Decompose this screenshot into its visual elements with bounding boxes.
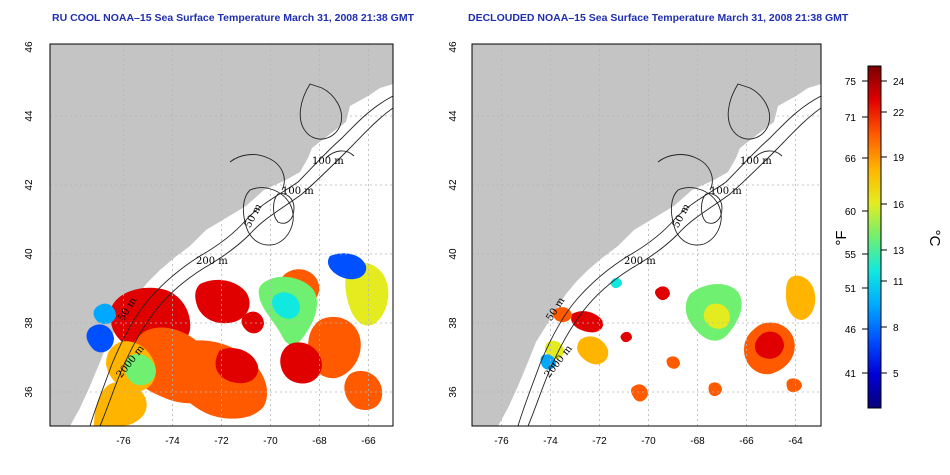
lat-tick: 40 bbox=[24, 248, 35, 260]
lon-tick: -72 bbox=[592, 436, 607, 447]
contour-label: 200 m bbox=[624, 256, 656, 267]
contour-label: 100 m bbox=[740, 156, 772, 167]
lon-tick: -66 bbox=[361, 436, 376, 447]
lat-tick: 44 bbox=[24, 110, 35, 122]
f-tick: 41 bbox=[845, 369, 857, 380]
celsius-labels: 24 22 19 16 13 11 8 5 bbox=[893, 77, 905, 380]
land-mass bbox=[50, 44, 393, 426]
c-tick: 24 bbox=[893, 77, 905, 88]
contour-label: 100 m bbox=[282, 186, 314, 197]
f-tick: 75 bbox=[845, 77, 857, 88]
lat-tick: 38 bbox=[24, 317, 35, 329]
lat-tick-labels: 46 44 42 40 38 36 bbox=[448, 41, 459, 398]
contour-label: 100 m bbox=[312, 156, 344, 167]
lon-tick: -70 bbox=[263, 436, 278, 447]
c-tick: 11 bbox=[893, 277, 904, 288]
sst-field bbox=[540, 275, 816, 402]
c-tick: 22 bbox=[893, 108, 905, 119]
sst-field bbox=[86, 253, 389, 426]
c-tick: 8 bbox=[893, 323, 899, 334]
lon-tick: -74 bbox=[543, 436, 558, 447]
lat-tick: 42 bbox=[24, 179, 35, 191]
lon-tick: -66 bbox=[739, 436, 754, 447]
lon-tick: -68 bbox=[312, 436, 327, 447]
f-tick: 51 bbox=[845, 284, 857, 295]
lon-tick: -64 bbox=[788, 436, 803, 447]
lat-tick: 42 bbox=[448, 179, 459, 191]
c-tick: 5 bbox=[893, 369, 899, 380]
bathymetry-contours bbox=[517, 83, 821, 426]
f-tick: 46 bbox=[845, 325, 857, 336]
c-tick: 19 bbox=[893, 153, 905, 164]
c-tick: 16 bbox=[893, 200, 905, 211]
colorbar-ramp bbox=[867, 65, 882, 409]
land-mass bbox=[472, 44, 821, 426]
celsius-unit-label: °C bbox=[926, 230, 943, 247]
colorbar-ticks bbox=[862, 80, 887, 374]
lon-tick: -72 bbox=[214, 436, 229, 447]
c-tick: 13 bbox=[893, 246, 905, 257]
f-tick: 55 bbox=[845, 250, 857, 261]
lat-tick: 46 bbox=[24, 41, 35, 53]
lon-tick: -68 bbox=[690, 436, 705, 447]
gridlines bbox=[472, 44, 821, 426]
lon-tick: -70 bbox=[641, 436, 656, 447]
f-tick: 71 bbox=[845, 113, 857, 124]
fahrenheit-labels: 75 71 66 60 55 51 46 41 bbox=[845, 77, 857, 380]
lon-tick-labels: -76 -74 -72 -70 -68 -66 bbox=[116, 436, 376, 447]
f-tick: 60 bbox=[845, 207, 857, 218]
fahrenheit-unit-label: °F bbox=[833, 230, 850, 245]
f-tick: 66 bbox=[845, 154, 857, 165]
title-raw: RU COOL NOAA–15 Sea Surface Temperature … bbox=[52, 12, 415, 24]
title-declouded: DECLOUDED NOAA–15 Sea Surface Temperatur… bbox=[468, 12, 849, 24]
lat-tick: 38 bbox=[448, 317, 459, 329]
lon-tick-labels: -76 -74 -72 -70 -68 -66 -64 bbox=[494, 436, 803, 447]
lat-tick: 40 bbox=[448, 248, 459, 260]
lon-tick: -76 bbox=[116, 436, 131, 447]
contour-label: 200 m bbox=[196, 256, 228, 267]
lat-tick: 44 bbox=[448, 110, 459, 122]
contour-label: 100 m bbox=[710, 186, 742, 197]
lon-tick: -76 bbox=[494, 436, 509, 447]
lat-tick-labels: 46 44 42 40 38 36 bbox=[24, 41, 35, 398]
lon-tick: -74 bbox=[165, 436, 180, 447]
gridlines bbox=[50, 44, 393, 426]
map-declouded: 100 m 100 m 50 m 200 m 50 m 2000 m 46 44… bbox=[448, 41, 822, 447]
lat-tick: 36 bbox=[448, 386, 459, 398]
bathymetry-contours bbox=[89, 83, 393, 426]
map-raw: 100 m 100 m 50 m 200 m 50 m 2000 m 46 44… bbox=[24, 41, 394, 447]
lat-tick: 36 bbox=[24, 386, 35, 398]
lat-tick: 46 bbox=[448, 41, 459, 53]
colorbar: 75 71 66 60 55 51 46 41 24 22 19 16 13 1… bbox=[833, 65, 943, 409]
